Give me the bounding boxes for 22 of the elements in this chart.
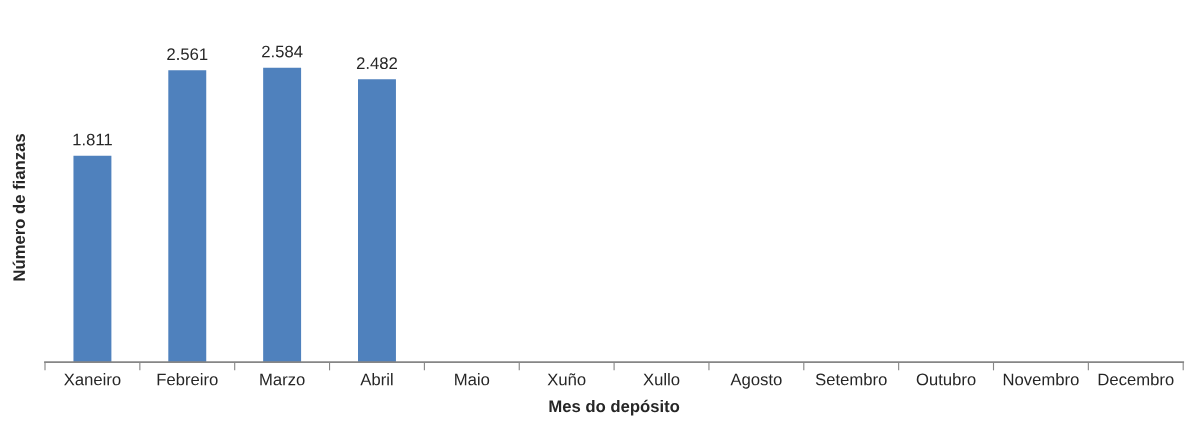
bar — [263, 67, 302, 363]
x-tick-label: Maio — [455, 373, 490, 386]
y-axis-title: Número de fianzas — [12, 134, 26, 281]
x-tick-label: Xaneiro — [64, 373, 121, 386]
x-tick-label: Marzo — [260, 373, 305, 386]
x-tick-label: Xuño — [547, 373, 586, 386]
data-label: 2.584 — [262, 45, 303, 58]
x-tick-label: Setembro — [815, 373, 887, 386]
x-tick-label: Febreiro — [157, 373, 218, 386]
data-label: 2.482 — [356, 57, 397, 70]
x-axis-title: Mes do depósito — [549, 399, 680, 416]
x-tick-label: Abril — [360, 373, 393, 386]
bar — [358, 79, 396, 363]
x-tick-label: Xullo — [643, 373, 680, 386]
x-tick-label: Outubro — [916, 373, 976, 386]
data-label: 2.561 — [167, 48, 208, 61]
x-tick-label: Agosto — [730, 373, 782, 389]
bar — [73, 155, 112, 363]
x-tick-label: Decembro — [1098, 373, 1174, 386]
x-tick-label: Novembro — [1003, 373, 1079, 386]
data-label: 1.811 — [73, 133, 112, 146]
bar — [168, 70, 207, 363]
